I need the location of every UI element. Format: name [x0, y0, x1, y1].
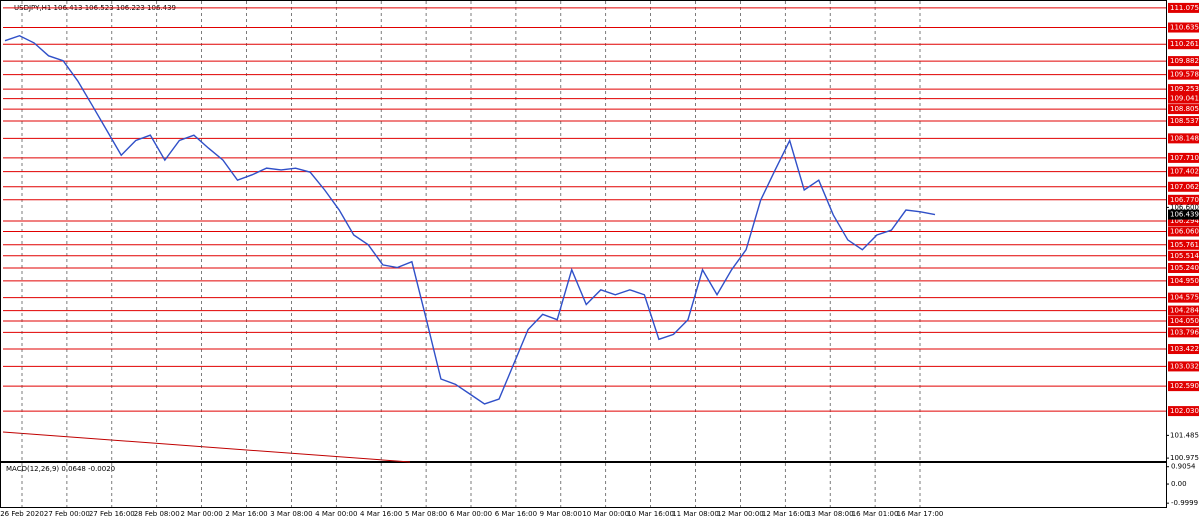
x-tick-label: 2 Mar 16:00: [225, 510, 267, 518]
level-label: 106.770: [1170, 196, 1199, 204]
level-label: 102.030: [1170, 407, 1199, 415]
level-label: 110.261: [1170, 40, 1199, 48]
level-box: [1168, 22, 1199, 33]
x-tick-label: 6 Mar 00:00: [450, 510, 492, 518]
level-box: [1168, 216, 1199, 227]
x-tick-label: 2 Mar 00:00: [180, 510, 222, 518]
level-label: 109.882: [1170, 57, 1199, 65]
x-tick-label: 10 Mar 00:00: [582, 510, 629, 518]
level-label: 107.710: [1170, 154, 1199, 162]
y-tick-label: 101.485: [1170, 431, 1199, 439]
level-box: [1168, 194, 1199, 205]
x-tick-label: 3 Mar 08:00: [270, 510, 312, 518]
level-label: 106.060: [1170, 227, 1199, 235]
indicator-tick-label: 0.00: [1171, 480, 1187, 488]
level-box: [1168, 292, 1199, 303]
level-label: 109.253: [1170, 85, 1199, 93]
level-label: 103.796: [1170, 328, 1199, 336]
level-label: 107.062: [1170, 183, 1199, 191]
level-box: [1168, 116, 1199, 127]
level-label: 108.805: [1170, 105, 1199, 113]
level-box: [1168, 84, 1199, 95]
level-label: 111.075: [1170, 4, 1199, 12]
level-box: [1168, 239, 1199, 250]
level-box: [1168, 327, 1199, 338]
y-tick-label: 100.975: [1170, 454, 1199, 462]
current-price-box: [1168, 209, 1199, 220]
x-tick-label: 4 Mar 00:00: [315, 510, 357, 518]
level-box: [1168, 2, 1199, 13]
level-label: 103.032: [1170, 362, 1199, 370]
level-label: 105.761: [1170, 241, 1199, 249]
level-label: 106.294: [1170, 217, 1199, 225]
x-tick-label: 12 Mar 16:00: [762, 510, 809, 518]
level-box: [1168, 181, 1199, 192]
level-box: [1168, 305, 1199, 316]
x-tick-label: 27 Feb 16:00: [89, 510, 135, 518]
level-box: [1168, 344, 1199, 355]
level-label: 104.050: [1170, 317, 1199, 325]
x-tick-label: 10 Mar 16:00: [627, 510, 674, 518]
x-tick-label: 13 Mar 08:00: [807, 510, 854, 518]
level-label: 107.402: [1170, 168, 1199, 176]
level-box: [1168, 250, 1199, 261]
level-label: 104.950: [1170, 277, 1199, 285]
level-box: [1168, 275, 1199, 286]
level-label: 109.578: [1170, 71, 1199, 79]
level-label: 104.284: [1170, 307, 1199, 315]
x-tick-label: 5 Mar 08:00: [405, 510, 447, 518]
trend-line: [2, 431, 411, 463]
x-tick-label: 6 Mar 16:00: [495, 510, 537, 518]
level-label: 108.148: [1170, 134, 1199, 142]
level-box: [1168, 69, 1199, 80]
level-label: 105.240: [1170, 264, 1199, 272]
level-label: 105.514: [1170, 252, 1199, 260]
level-label: 104.575: [1170, 294, 1199, 302]
x-tick-label: 9 Mar 08:00: [540, 510, 582, 518]
level-box: [1168, 406, 1199, 417]
level-box: [1168, 226, 1199, 237]
level-label: 102.590: [1170, 382, 1199, 390]
level-box: [1168, 316, 1199, 327]
x-tick-label: 4 Mar 16:00: [360, 510, 402, 518]
x-tick-label: 11 Mar 08:00: [672, 510, 719, 518]
x-tick-label: 16 Mar 01:00: [852, 510, 899, 518]
price-line: [4, 35, 936, 405]
level-box: [1168, 262, 1199, 273]
x-tick-label: 16 Mar 17:00: [897, 510, 944, 518]
level-box: [1168, 166, 1199, 177]
level-box: [1168, 39, 1199, 50]
x-tick-label: 26 Feb 2020: [0, 510, 44, 518]
x-tick-label: 27 Feb 00:00: [44, 510, 90, 518]
x-tick-label: 12 Mar 00:00: [717, 510, 764, 518]
level-label: 108.537: [1170, 117, 1199, 125]
indicator-pane: [0, 462, 1167, 508]
level-box: [1168, 56, 1199, 67]
y-tick-label: 106.600: [1170, 203, 1199, 211]
indicator-tick-label: 0.9054: [1171, 463, 1196, 471]
x-tick-label: 28 Feb 08:00: [134, 510, 180, 518]
level-box: [1168, 133, 1199, 144]
level-label: 109.041: [1170, 95, 1199, 103]
indicator-tick-label: -0.9999: [1171, 499, 1198, 507]
indicator-title: MACD(12,26,9) 0.0648 -0.0020: [6, 465, 115, 473]
level-box: [1168, 381, 1199, 392]
level-label: 110.635: [1170, 24, 1199, 32]
level-box: [1168, 104, 1199, 115]
level-box: [1168, 152, 1199, 163]
level-box: [1168, 361, 1199, 372]
level-label: 103.422: [1170, 345, 1199, 353]
current-price-label: 106.439: [1170, 211, 1199, 219]
level-box: [1168, 93, 1199, 104]
